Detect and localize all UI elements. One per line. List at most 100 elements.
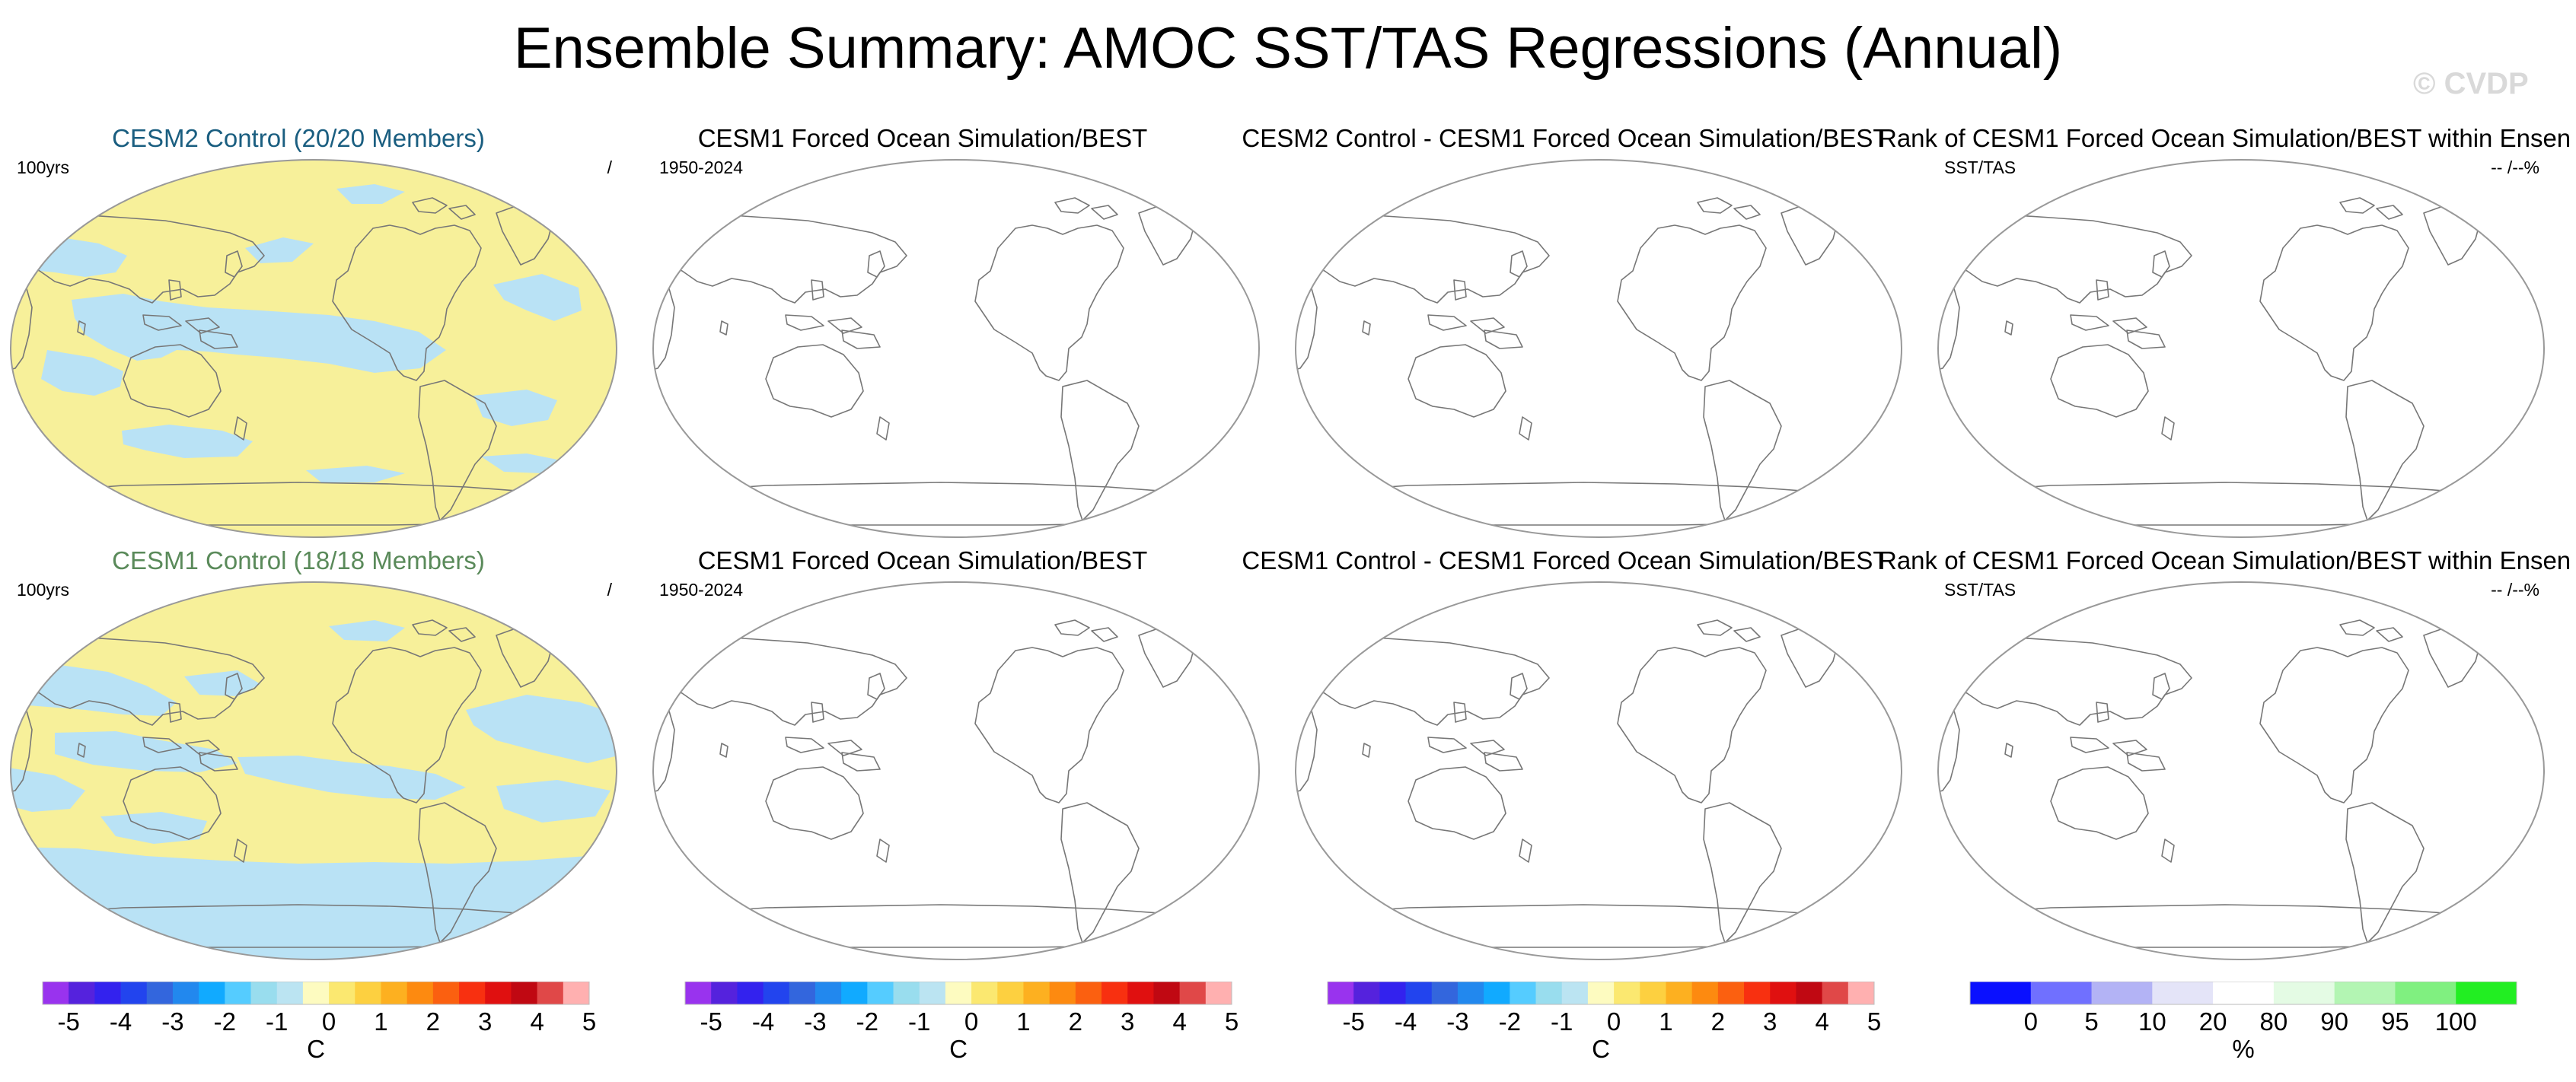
colorbar-swatch xyxy=(1970,982,2032,1004)
coastline xyxy=(1054,619,1090,636)
coastline xyxy=(2345,380,2425,521)
negative-anomaly-patch xyxy=(473,390,557,426)
coastline xyxy=(168,702,182,723)
colorbar-swatch xyxy=(2213,982,2275,1004)
panel-title: Rank of CESM1 Forced Ocean Simulation/BE… xyxy=(1879,546,2571,574)
colorbar-tick-label: -3 xyxy=(161,1007,183,1036)
colorbar-swatch xyxy=(1457,982,1484,1004)
coastline xyxy=(876,416,890,441)
colorbar-swatch xyxy=(1561,982,1589,1004)
colorbar-swatch xyxy=(1153,982,1181,1004)
coastline xyxy=(77,743,86,758)
panel-title: CESM2 Control (20/20 Members) xyxy=(112,124,485,152)
colorbar-unit-label: C xyxy=(307,1035,325,1063)
colorbar-swatch xyxy=(511,982,538,1004)
colorbar-swatch xyxy=(2334,982,2396,1004)
colorbar-tick-label: 0 xyxy=(964,1007,978,1036)
negative-anomaly-patch xyxy=(493,274,582,321)
negative-anomaly-patch xyxy=(11,768,85,812)
panel-right-subtitle: -- /--% xyxy=(2491,158,2539,177)
coastline xyxy=(77,320,86,336)
coastline xyxy=(1347,482,1828,526)
coastline xyxy=(653,635,907,726)
coastline xyxy=(785,314,824,331)
colorbar-tick-label: 5 xyxy=(2084,1007,2098,1036)
empty-map xyxy=(1295,581,1902,960)
empty-map xyxy=(1937,581,2545,960)
colorbar-swatch xyxy=(1405,982,1433,1004)
colorbar-tick-label: 80 xyxy=(2260,1007,2288,1036)
coastline xyxy=(2259,647,2409,804)
coastline xyxy=(11,212,265,304)
coastline xyxy=(1296,212,1550,304)
coastline xyxy=(234,839,247,863)
map-border xyxy=(1295,159,1902,538)
colorbar-swatch xyxy=(971,982,998,1004)
coastline xyxy=(1470,740,1505,756)
negative-anomaly-patch xyxy=(238,756,466,800)
colorbar-unit-label: C xyxy=(949,1035,968,1063)
colorbar-swatch xyxy=(815,982,842,1004)
coastline xyxy=(199,752,238,772)
panel-title: CESM1 Control - CESM1 Forced Ocean Simul… xyxy=(1242,546,1889,574)
colorbar-swatch xyxy=(146,982,174,1004)
coastline xyxy=(1617,224,1767,381)
coastline xyxy=(1347,904,1828,948)
coastline xyxy=(2070,737,2109,753)
colorbar-swatch xyxy=(94,982,122,1004)
colorbar-swatch xyxy=(1205,982,1232,1004)
negative-anomaly-patch xyxy=(11,847,617,959)
coastline xyxy=(11,635,265,726)
colorbar-swatch xyxy=(711,982,738,1004)
colorbar-swatch xyxy=(120,982,148,1004)
colorbar-swatch xyxy=(172,982,199,1004)
colorbar-swatch xyxy=(1587,982,1615,1004)
colorbar-swatch xyxy=(1328,982,1354,1004)
colorbar-swatch xyxy=(355,982,381,1004)
coastline xyxy=(765,766,864,840)
coastline xyxy=(2339,197,2375,214)
colorbar: 0 5 10 20 80 90 95 100% xyxy=(1969,982,2517,1063)
map-border xyxy=(1937,581,2545,960)
colorbar-swatch xyxy=(302,982,330,1004)
panel-left-subtitle: 100yrs xyxy=(17,580,70,600)
colorbar-swatch xyxy=(867,982,894,1004)
colorbar-tick-label: 95 xyxy=(2381,1007,2409,1036)
colorbar-tick-label: -4 xyxy=(1395,1007,1417,1036)
map-border xyxy=(1937,159,2545,538)
coastline xyxy=(1470,317,1505,334)
coastline xyxy=(653,212,907,304)
coastline xyxy=(2259,224,2409,381)
coastline xyxy=(765,344,864,418)
coastline xyxy=(2126,752,2166,772)
coastline xyxy=(1938,635,2192,726)
coastline xyxy=(827,740,862,756)
coastline xyxy=(1427,314,1467,331)
colorbar-swatch xyxy=(406,982,434,1004)
colorbar-swatch xyxy=(2395,982,2456,1004)
colorbar-swatch xyxy=(685,982,712,1004)
colorbar-tick-label: 10 xyxy=(2138,1007,2166,1036)
coastline xyxy=(199,329,238,349)
colorbar-tick-label: 100 xyxy=(2435,1007,2477,1036)
coastline xyxy=(653,272,675,371)
colorbar-swatch xyxy=(841,982,868,1004)
coastline xyxy=(234,416,247,441)
panel-left-subtitle: 1950-2024 xyxy=(659,158,743,177)
colorbar-swatch xyxy=(1510,982,1537,1004)
colorbar-swatch xyxy=(43,982,69,1004)
colorbar-swatch xyxy=(1614,982,1640,1004)
coastline xyxy=(225,250,243,278)
colorbar-swatch xyxy=(737,982,764,1004)
map-border xyxy=(652,581,1260,960)
negative-anomaly-patch xyxy=(41,350,123,396)
colorbar-tick-label: 0 xyxy=(2024,1007,2038,1036)
panel-title: CESM1 Forced Ocean Simulation/BEST xyxy=(697,124,1148,152)
colorbar-tick-label: 2 xyxy=(1711,1007,1725,1036)
panel-right-subtitle: / xyxy=(607,158,612,177)
colorbar-tick-label: -5 xyxy=(700,1007,722,1036)
empty-map xyxy=(1937,159,2545,538)
coastline xyxy=(867,250,885,278)
coastline xyxy=(1362,320,1371,336)
colorbar-swatch xyxy=(276,982,304,1004)
